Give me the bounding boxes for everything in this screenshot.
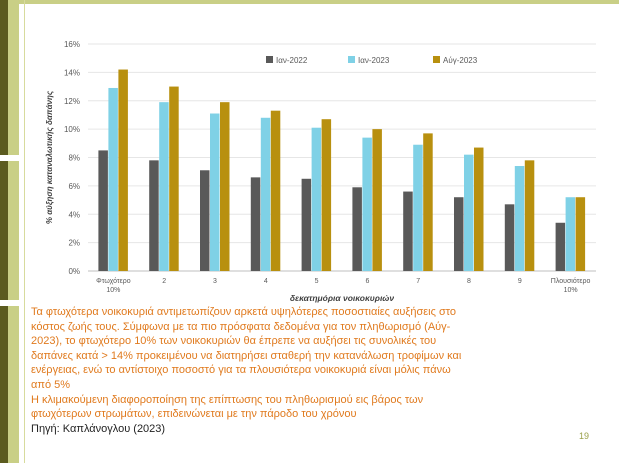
bar-Ιαν-2022 (301, 178, 312, 271)
bar-Ιαν-2023 (260, 117, 271, 272)
y-tick-label: 12% (64, 97, 80, 106)
left-accent-bar (8, 0, 19, 463)
x-tick-label: 5 (315, 278, 319, 285)
x-tick-label: 3 (213, 278, 217, 285)
bar-Ιαν-2022 (403, 191, 413, 271)
source-line: Πηγή: Καπλάνογλου (2023) (31, 422, 166, 435)
bar-Ιαν-2023 (565, 197, 576, 271)
bar-Αύγ-2023 (220, 102, 230, 271)
bar-Αύγ-2023 (372, 129, 382, 271)
x-tick-label: 7 (416, 278, 420, 285)
bar-chart: 0% 2% 4% 6% 8% 10% 12% 14% 16% Φτωχότερο 10% 2 3 4 5 6 7… (45, 40, 596, 303)
left-decor-bar (0, 0, 8, 463)
bar-Ιαν-2022 (200, 170, 210, 271)
x-tick-label: 9 (518, 278, 522, 285)
y-tick-label: 2% (68, 239, 80, 248)
caption-line: ενέργειας, ενώ το αντίστοιχο ποσοστό για… (31, 364, 451, 377)
bar-Ιαν-2022 (454, 197, 464, 271)
caption-line: κόστος ζωής τους. Σύμφωνα με τα πιο πρόσ… (31, 320, 451, 333)
legend-label: Ιαν-2023 (358, 56, 390, 65)
caption-line: από 5% (31, 378, 71, 391)
top-accent-bar (19, 0, 619, 4)
legend-label: Ιαν-2022 (276, 56, 308, 65)
bar-Ιαν-2022 (250, 177, 261, 271)
bar-Ιαν-2022 (98, 150, 108, 271)
bar-Αύγ-2023 (118, 69, 128, 271)
y-tick-label: 14% (64, 68, 80, 77)
y-tick-label: 0% (68, 267, 80, 276)
y-tick-label: 16% (64, 40, 80, 49)
caption-line: Η κλιμακούμενη διαφοροποίηση της επίπτωσ… (31, 393, 424, 406)
x-tick-label: Πλουσιότερο (551, 277, 591, 285)
bar-Ιαν-2023 (311, 127, 322, 271)
x-tick-label: 10% (106, 287, 120, 294)
x-tick-label: 6 (365, 278, 369, 285)
caption-line: φτωχότερων στρωμάτων, επιδεινώνεται με τ… (31, 408, 357, 421)
x-axis-title: δεκατημόρια νοικοκυριών (290, 293, 395, 303)
bar-Αύγ-2023 (169, 86, 179, 271)
y-tick-label: 6% (68, 182, 80, 191)
bar-Ιαν-2022 (555, 222, 566, 271)
bar-Αύγ-2023 (575, 197, 586, 271)
y-tick-label: 4% (68, 210, 80, 219)
bar-Αύγ-2023 (321, 119, 332, 271)
legend-swatch (348, 56, 355, 63)
y-tick-label: 8% (68, 154, 80, 163)
bar-Ιαν-2022 (149, 160, 159, 271)
slide-caption: Τα φτωχότερα νοικοκυριά αντιμετωπίζουν α… (31, 305, 551, 436)
x-tick-label: 2 (162, 278, 166, 285)
legend-label: Αύγ-2023 (443, 56, 478, 65)
page-number: 19 (578, 431, 589, 441)
x-tick-label: 10% (564, 287, 578, 294)
caption-line: 2023), το φτωχότερο 10% των νοικοκυριών … (31, 335, 437, 348)
bar-Αύγ-2023 (270, 110, 281, 272)
bar-Ιαν-2023 (464, 154, 474, 271)
y-tick-label: 10% (64, 125, 80, 134)
bar-Ιαν-2022 (352, 187, 362, 271)
x-tick-label: 8 (467, 278, 471, 285)
left-guide-line (24, 0, 25, 463)
x-tick-label: 4 (264, 278, 268, 285)
bar-Ιαν-2023 (413, 144, 423, 271)
bar-Αύγ-2023 (423, 133, 433, 271)
bar-Ιαν-2022 (504, 204, 515, 271)
caption-line: Τα φτωχότερα νοικοκυριά αντιμετωπίζουν α… (31, 306, 457, 318)
bar-Ιαν-2023 (159, 102, 169, 271)
bar-Αύγ-2023 (524, 160, 535, 271)
left-bar-gap-2 (0, 300, 19, 306)
left-bar-gap-1 (0, 155, 19, 161)
x-tick-label: Φτωχότερο (96, 277, 131, 285)
caption-line: δαπάνες κατά > 14% προκειμένου να διατηρ… (31, 349, 462, 362)
bar-Ιαν-2023 (210, 113, 220, 271)
bar-Ιαν-2023 (108, 87, 118, 271)
legend-swatch (266, 56, 273, 63)
bar-Αύγ-2023 (474, 147, 484, 271)
y-axis-title: % αύξηση καταναλωτικής δαπάνης (45, 90, 54, 224)
legend-swatch (433, 56, 440, 63)
bar-Ιαν-2023 (514, 166, 525, 271)
bar-Ιαν-2023 (362, 137, 372, 271)
